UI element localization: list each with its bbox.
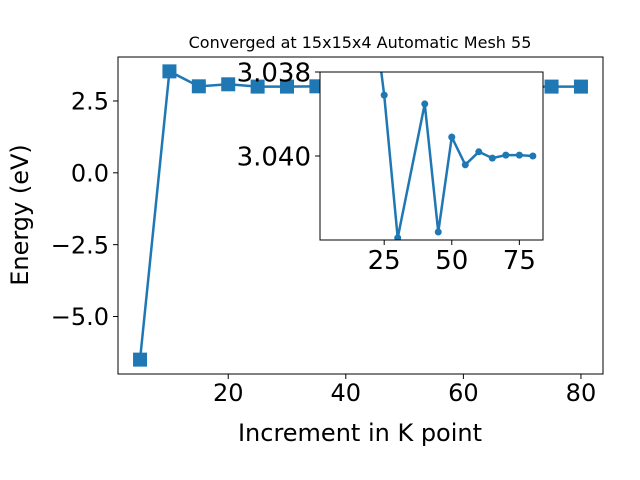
x-tick-label: 40 xyxy=(331,379,362,407)
y-tick-label: 0.0 xyxy=(71,159,109,187)
chart-title: Converged at 15x15x4 Automatic Mesh 55 xyxy=(189,33,532,52)
marker xyxy=(191,79,206,94)
axes-frame xyxy=(117,56,604,375)
marker xyxy=(573,79,588,94)
marker xyxy=(380,91,388,99)
marker xyxy=(529,152,537,160)
x-tick-label: 25 xyxy=(368,246,401,276)
marker xyxy=(461,161,469,169)
marker xyxy=(488,154,496,162)
y-tick-label: −5.0 xyxy=(51,303,109,331)
marker xyxy=(394,234,402,240)
marker xyxy=(421,100,429,108)
marker xyxy=(448,133,456,141)
y-tick-label: 3.040 xyxy=(237,142,311,172)
plot-clip xyxy=(380,72,537,240)
marker xyxy=(221,77,236,92)
x-tick-label: 20 xyxy=(213,379,244,407)
x-tick-label: 75 xyxy=(503,246,536,276)
marker xyxy=(280,79,295,94)
x-tick-label: 50 xyxy=(435,246,468,276)
x-tick-label: 60 xyxy=(448,379,479,407)
marker xyxy=(502,151,510,159)
marker xyxy=(133,352,148,367)
marker xyxy=(544,79,559,94)
marker xyxy=(162,64,177,79)
x-axis-label: Increment in K point xyxy=(238,419,482,447)
marker xyxy=(515,151,523,159)
marker xyxy=(250,79,265,94)
marker xyxy=(475,148,483,156)
y-axis-label: Energy (eV) xyxy=(6,144,34,286)
y-tick-label: 2.5 xyxy=(71,88,109,116)
marker xyxy=(434,228,442,236)
y-tick-label: 3.038 xyxy=(237,58,311,88)
x-tick-label: 80 xyxy=(566,379,597,407)
y-tick-label: −2.5 xyxy=(51,231,109,259)
